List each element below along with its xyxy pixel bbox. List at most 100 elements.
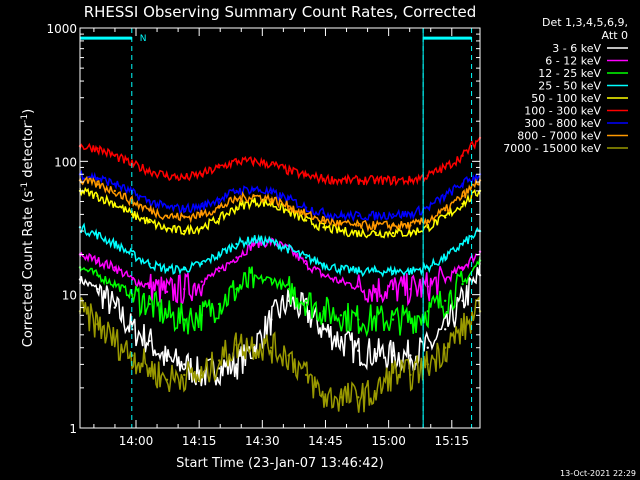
series-8-point-6 xyxy=(183,373,186,377)
legend-label-0: 3 - 6 keV xyxy=(552,42,601,55)
series-5-point-4 xyxy=(148,169,151,172)
series-8-point-22 xyxy=(461,328,464,331)
series-5-point-16 xyxy=(357,179,360,182)
series-0-point-1 xyxy=(96,287,99,291)
series-3-point-11 xyxy=(270,240,273,243)
series-8-point-17 xyxy=(374,392,377,396)
series-3-point-14 xyxy=(322,262,325,266)
series-2-point-10 xyxy=(252,278,256,281)
x-tick-label-0: 14:00 xyxy=(119,434,154,448)
series-5-point-17 xyxy=(374,179,377,182)
series-5-point-9 xyxy=(235,160,238,163)
series-5-point-21 xyxy=(444,166,447,169)
series-7-point-19 xyxy=(409,224,412,227)
legend-header-line-2: Att 0 xyxy=(602,29,628,42)
series-8-point-18 xyxy=(391,371,395,374)
series-3-point-16 xyxy=(357,270,360,273)
series-0-point-5 xyxy=(165,359,169,362)
series-1-point-5 xyxy=(165,290,169,293)
series-0-point-22 xyxy=(461,299,464,302)
series-1-point-10 xyxy=(252,242,256,246)
series-8-point-20 xyxy=(426,363,429,366)
y-axis-label-sup-2: -1 xyxy=(20,114,30,123)
series-5-point-14 xyxy=(322,177,325,180)
series-4-point-5 xyxy=(165,228,169,231)
series-6-point-13 xyxy=(304,206,308,209)
y-tick-label-2: 100 xyxy=(54,155,77,169)
series-7-point-10 xyxy=(252,194,256,198)
series-6 xyxy=(78,169,482,223)
y-axis-label-sup-1: -1 xyxy=(20,182,30,191)
series-1-point-9 xyxy=(235,256,238,259)
x-axis-label: Start Time (23-Jan-07 13:46:42) xyxy=(176,456,384,471)
series-6-point-1 xyxy=(96,176,99,180)
series-2-point-1 xyxy=(96,274,99,277)
series-7-point-2 xyxy=(113,189,117,193)
series-6-point-15 xyxy=(339,214,343,218)
series-1-point-21 xyxy=(444,278,447,281)
series-2-point-11 xyxy=(270,278,273,281)
series-3-point-20 xyxy=(426,266,429,269)
series-1-point-19 xyxy=(409,287,412,291)
series-5-point-5 xyxy=(165,174,169,177)
series-4-point-19 xyxy=(409,231,412,235)
night-marker-label: N xyxy=(140,34,147,44)
x-tick-label-4: 15:00 xyxy=(371,434,406,448)
series-7-point-13 xyxy=(304,213,308,216)
series-7-point-14 xyxy=(322,219,325,222)
series-5-point-11 xyxy=(270,163,273,166)
series-1-point-8 xyxy=(217,270,221,273)
legend-header-line-1: Det 1,3,4,5,6,9, xyxy=(542,16,628,29)
series-7-point-15 xyxy=(339,222,343,225)
series-3-point-19 xyxy=(409,270,412,273)
series-6-point-11 xyxy=(270,191,273,195)
series-8-point-16 xyxy=(357,396,360,399)
series-3-point-22 xyxy=(461,242,464,246)
series-5 xyxy=(78,136,482,187)
series-3-point-17 xyxy=(374,270,377,273)
legend-label-7: 800 - 7000 keV xyxy=(517,130,601,143)
series-1-point-20 xyxy=(426,285,429,288)
series-3-point-8 xyxy=(217,253,221,256)
footer-timestamp: 13-Oct-2021 22:29 xyxy=(560,469,636,478)
series-6-point-12 xyxy=(287,198,290,201)
y-axis-label-mid: detector xyxy=(21,122,36,182)
series-2-point-4 xyxy=(148,302,151,306)
plot-frame xyxy=(79,27,481,429)
series-6-point-4 xyxy=(148,200,151,203)
series-8-point-14 xyxy=(322,396,325,399)
series-4-point-18 xyxy=(391,231,395,235)
series-0-point-12 xyxy=(287,299,290,302)
legend-label-2: 12 - 25 keV xyxy=(538,67,601,80)
series-6-point-6 xyxy=(183,207,186,211)
series-8-point-7 xyxy=(200,376,203,379)
series-3-point-18 xyxy=(391,270,395,273)
series-2 xyxy=(78,257,482,338)
series-0-point-19 xyxy=(409,354,412,357)
series-4-point-20 xyxy=(426,226,429,229)
series-1-point-18 xyxy=(391,287,395,291)
series-2-point-7 xyxy=(200,314,203,317)
series-line-1 xyxy=(79,237,481,307)
series-0-point-9 xyxy=(235,363,238,366)
y-tick-label-3: 1000 xyxy=(46,22,77,36)
series-7-point-4 xyxy=(148,209,151,212)
legend-label-3: 25 - 50 keV xyxy=(538,80,601,93)
series-6-point-5 xyxy=(165,206,169,209)
series-line-4 xyxy=(79,186,481,239)
series-8-point-10 xyxy=(252,343,256,347)
series-line-6 xyxy=(79,169,481,223)
legend-label-4: 50 - 100 keV xyxy=(531,92,601,105)
series-2-point-18 xyxy=(391,318,395,321)
series-7-point-22 xyxy=(461,194,464,198)
series-4-point-3 xyxy=(131,213,134,216)
x-tick-label-5: 15:15 xyxy=(434,434,469,448)
series-2-point-17 xyxy=(374,318,377,321)
series-3-point-9 xyxy=(235,242,238,246)
series-7-point-8 xyxy=(217,206,221,209)
x-tick-label-1: 14:15 xyxy=(182,434,217,448)
series-4-point-13 xyxy=(304,219,308,222)
series-2-point-3 xyxy=(131,293,134,296)
series-6-point-18 xyxy=(391,213,395,216)
